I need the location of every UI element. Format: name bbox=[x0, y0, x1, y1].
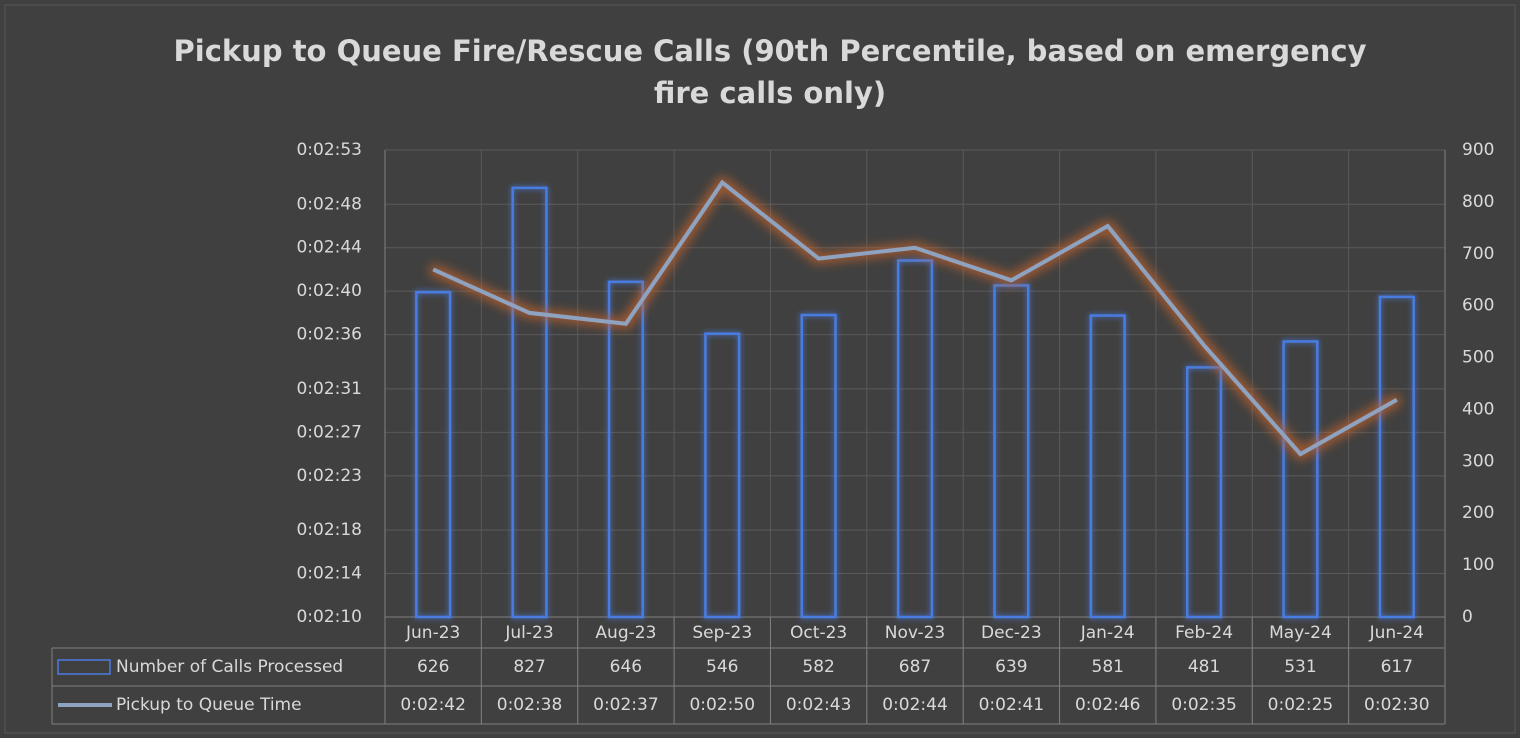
x-tick-label: Nov-23 bbox=[885, 623, 946, 643]
bar bbox=[896, 259, 934, 619]
table-value: 0:02:30 bbox=[1364, 695, 1430, 715]
y2-tick-label: 700 bbox=[1462, 244, 1494, 264]
y2-tick-label: 900 bbox=[1462, 140, 1494, 160]
table-value: 531 bbox=[1284, 657, 1316, 677]
y-tick-label: 0:02:18 bbox=[296, 520, 362, 540]
table-value: 0:02:43 bbox=[786, 695, 852, 715]
y-tick-label: 0:02:31 bbox=[296, 379, 362, 399]
bar bbox=[1185, 366, 1223, 619]
y2-tick-label: 0 bbox=[1462, 607, 1473, 627]
table-value: 646 bbox=[610, 657, 642, 677]
x-tick-label: May-24 bbox=[1269, 623, 1332, 643]
x-tick-label: Oct-23 bbox=[790, 623, 847, 643]
x-tick-label: Jun-24 bbox=[1369, 623, 1424, 643]
legend-label: Pickup to Queue Time bbox=[116, 695, 302, 715]
y2-tick-label: 200 bbox=[1462, 503, 1494, 523]
y-tick-label: 0:02:10 bbox=[296, 607, 362, 627]
y-tick-label: 0:02:44 bbox=[296, 238, 362, 258]
line bbox=[432, 179, 1398, 457]
y2-tick-label: 800 bbox=[1462, 192, 1494, 212]
table-value: 617 bbox=[1381, 657, 1413, 677]
table-value: 687 bbox=[899, 657, 931, 677]
bar bbox=[415, 290, 452, 619]
table-value: 546 bbox=[706, 657, 738, 677]
x-tick-label: Dec-23 bbox=[981, 623, 1042, 643]
y-tick-label: 0:02:53 bbox=[296, 140, 362, 160]
legend-swatch bbox=[57, 659, 111, 675]
y-tick-label: 0:02:40 bbox=[296, 281, 362, 301]
table-value: 0:02:42 bbox=[400, 695, 466, 715]
x-tick-label: Jun-23 bbox=[405, 623, 460, 643]
bar bbox=[1282, 340, 1319, 619]
chart-title: Pickup to Queue Fire/Rescue Calls (90th … bbox=[173, 34, 1367, 110]
x-tick-label: Jan-24 bbox=[1080, 623, 1135, 643]
table-value: 582 bbox=[802, 657, 834, 677]
y-tick-label: 0:02:23 bbox=[296, 466, 362, 486]
chart-border bbox=[4, 4, 1516, 734]
bar bbox=[704, 332, 741, 619]
table-value: 0:02:41 bbox=[979, 695, 1045, 715]
x-tick-label: Aug-23 bbox=[595, 623, 656, 643]
y-tick-label: 0:02:27 bbox=[296, 422, 362, 442]
bar bbox=[511, 186, 548, 619]
x-tick-label: Feb-24 bbox=[1175, 623, 1233, 643]
y2-tick-label: 400 bbox=[1462, 399, 1494, 419]
table-value: 0:02:46 bbox=[1075, 695, 1141, 715]
y2-tick-label: 500 bbox=[1462, 348, 1494, 368]
table-value: 0:02:44 bbox=[882, 695, 948, 715]
bar bbox=[993, 284, 1030, 619]
y-tick-label: 0:02:48 bbox=[296, 194, 362, 214]
table-value: 0:02:35 bbox=[1171, 695, 1237, 715]
bar bbox=[607, 280, 645, 619]
bar bbox=[800, 313, 837, 619]
y-tick-label: 0:02:36 bbox=[296, 325, 362, 345]
table-value: 0:02:38 bbox=[497, 695, 563, 715]
bar bbox=[1089, 314, 1126, 619]
legend-label: Number of Calls Processed bbox=[116, 657, 343, 677]
table-value: 639 bbox=[995, 657, 1027, 677]
x-tick-label: Sep-23 bbox=[692, 623, 752, 643]
x-tick-label: Jul-23 bbox=[504, 623, 553, 643]
table-value: 0:02:50 bbox=[689, 695, 755, 715]
table-value: 581 bbox=[1092, 657, 1124, 677]
table-value: 626 bbox=[417, 657, 449, 677]
y2-tick-label: 300 bbox=[1462, 451, 1494, 471]
y2-tick-label: 100 bbox=[1462, 555, 1494, 575]
table-value: 827 bbox=[513, 657, 545, 677]
y-tick-label: 0:02:14 bbox=[296, 564, 362, 584]
bar bbox=[1378, 295, 1415, 619]
table-value: 0:02:37 bbox=[593, 695, 659, 715]
table-value: 481 bbox=[1188, 657, 1220, 677]
table-value: 0:02:25 bbox=[1268, 695, 1334, 715]
y2-tick-label: 600 bbox=[1462, 296, 1494, 316]
